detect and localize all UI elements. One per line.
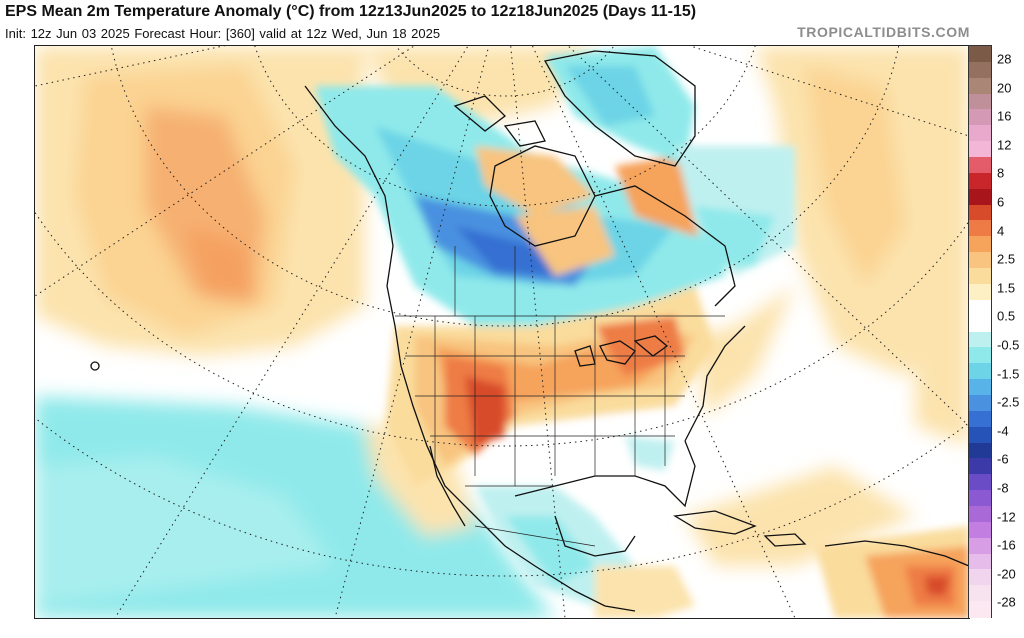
colorbar-swatch [969, 363, 991, 380]
colorbar-tick-label: 0.5 [997, 308, 1016, 324]
colorbar-swatch [969, 331, 991, 348]
colorbar-tick-label: 1.5 [997, 280, 1016, 296]
colorbar-tick-label: -28 [997, 594, 1016, 610]
colorbar-swatch [969, 157, 991, 174]
colorbar-swatch [969, 188, 991, 206]
colorbar-swatch [969, 77, 991, 95]
colorbar-tick-label: -12 [997, 509, 1016, 525]
chart-subtitle: Init: 12z Jun 03 2025 Forecast Hour: [36… [5, 26, 441, 41]
colorbar-tick-label: -8 [997, 480, 1009, 496]
colorbar-swatch [969, 521, 991, 539]
colorbar-tick-label: -20 [997, 566, 1016, 582]
colorbar-tick-label: 16 [997, 108, 1012, 124]
colorbar-tick-label: -6 [997, 451, 1009, 467]
colorbar-swatch [969, 458, 991, 475]
colorbar-swatch [969, 347, 991, 364]
colorbar-tick-label: 28 [997, 51, 1012, 67]
colorbar-swatch [969, 46, 991, 63]
colorbar-tick-label: -16 [997, 537, 1016, 553]
colorbar-swatch [969, 442, 991, 459]
colorbar-swatch [969, 204, 991, 222]
colorbar-swatch [969, 537, 991, 555]
colorbar-swatch [969, 252, 991, 269]
colorbar-swatch [969, 172, 991, 190]
colorbar-swatch [969, 61, 991, 79]
colorbar-swatch [969, 125, 991, 142]
chart-title: EPS Mean 2m Temperature Anomaly (°C) fro… [5, 3, 697, 20]
colorbar-tick-label: 4 [997, 223, 1005, 239]
colorbar-swatch [969, 268, 991, 285]
graticule [35, 46, 969, 618]
colorbar-tick-label: 6 [997, 194, 1005, 210]
colorbar-swatch [969, 601, 991, 618]
colorbar-swatch [969, 474, 991, 491]
colorbar [968, 45, 992, 618]
colorbar-tick-label: -2.5 [997, 394, 1020, 410]
colorbar-swatch [969, 394, 991, 412]
colorbar-swatch [969, 283, 991, 301]
colorbar-swatch [969, 490, 991, 507]
colorbar-swatch [969, 299, 991, 317]
anomaly-map [34, 45, 970, 619]
colorbar-tick-label: -0.5 [997, 337, 1020, 353]
coastlines [90, 50, 969, 612]
colorbar-swatch [969, 220, 991, 237]
colorbar-swatch [969, 379, 991, 396]
colorbar-tick-label: -1.5 [997, 366, 1020, 382]
colorbar-swatch [969, 93, 991, 111]
colorbar-swatch [969, 141, 991, 158]
site-brand: TROPICALTIDBITS.COM [797, 24, 970, 40]
colorbar-swatch [969, 315, 991, 333]
colorbar-tick-label: 20 [997, 80, 1012, 96]
colorbar-swatch [969, 505, 991, 523]
colorbar-tick-label: 8 [997, 165, 1005, 181]
colorbar-tick-label: -4 [997, 423, 1009, 439]
colorbar-swatch [969, 585, 991, 602]
colorbar-swatch [969, 236, 991, 253]
colorbar-tick-label: 2.5 [997, 251, 1016, 267]
colorbar-swatch [969, 410, 991, 428]
political-borders [395, 246, 725, 547]
colorbar-swatch [969, 553, 991, 570]
anomaly-shading [35, 46, 969, 618]
colorbar-swatch [969, 426, 991, 444]
colorbar-swatch [969, 109, 991, 126]
colorbar-tick-label: 12 [997, 137, 1012, 153]
colorbar-swatch [969, 569, 991, 586]
